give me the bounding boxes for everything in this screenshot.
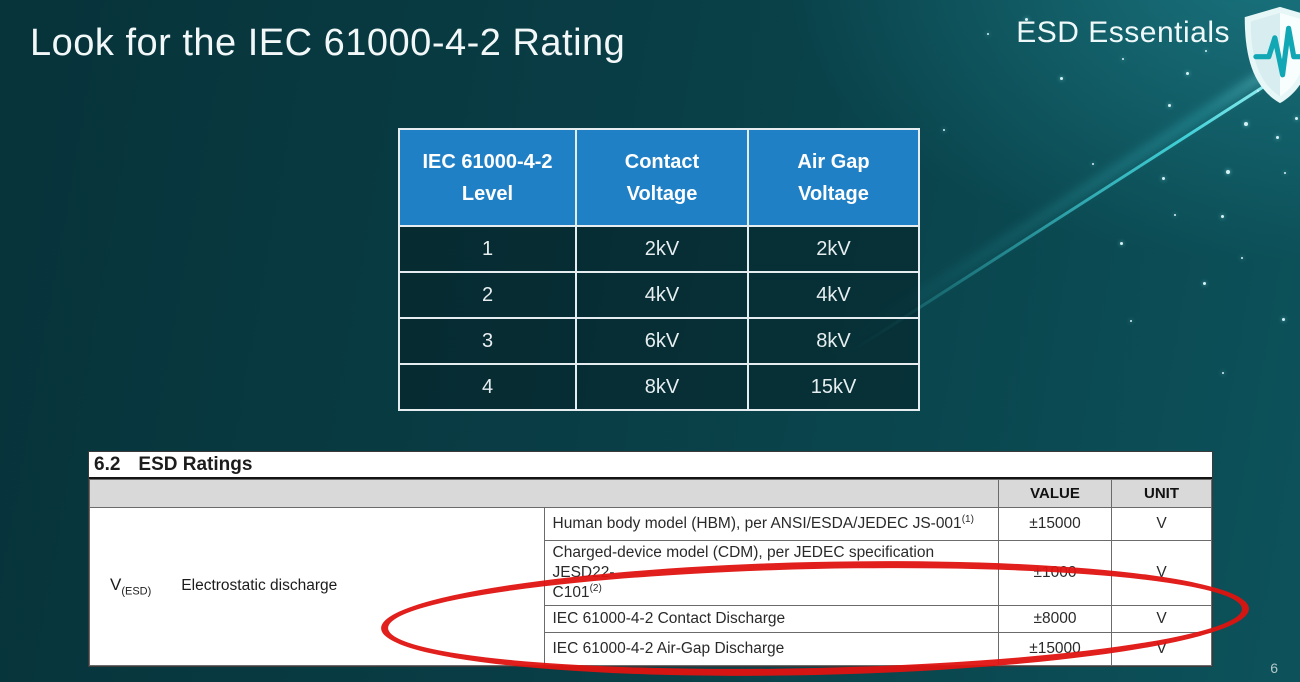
iec-level-table: IEC 61000-4-2 Level Contact Voltage Air … [398, 128, 920, 411]
iec-cell: 4kV [747, 271, 920, 319]
esd-desc-iec-contact: IEC 61000-4-2 Contact Discharge [543, 604, 999, 633]
esd-row-cdm: Charged-device model (CDM), per JEDEC sp… [90, 540, 1212, 606]
slide-title: Look for the IEC 61000-4-2 Rating [30, 22, 626, 64]
esd-header-value: VALUE [998, 479, 1112, 508]
iec-cell: 6kV [575, 317, 749, 365]
esd-unit-hbm: V [1111, 507, 1212, 541]
esd-row-iec-contact: IEC 61000-4-2 Contact Discharge ±8000 V [90, 604, 1212, 633]
datasheet-excerpt: 6.2 ESD Ratings VALUE UNIT V(ESD) Electro… [88, 451, 1213, 667]
esd-parameter-cell: V(ESD) Electrostatic discharge [89, 507, 545, 666]
esd-row-hbm: V(ESD) Electrostatic discharge Human body… [89, 507, 1212, 666]
esd-value-iec-airgap: ±15000 [998, 631, 1112, 666]
iec-cell: 3 [398, 317, 577, 365]
iec-cell: 8kV [575, 363, 749, 411]
param-symbol: V(ESD) [110, 575, 152, 598]
esd-value-iec-contact: ±8000 [998, 604, 1112, 633]
esd-unit-cdm: V [1111, 540, 1212, 606]
shield-pulse-icon [1237, 4, 1300, 111]
esd-desc-iec-airgap: IEC 61000-4-2 Air-Gap Discharge [543, 631, 999, 666]
iec-cell: 15kV [747, 363, 920, 411]
datasheet-section-heading: 6.2 ESD Ratings [89, 452, 1212, 479]
esd-table-header-row: VALUE UNIT [89, 479, 1212, 508]
esd-unit-iec-airgap: V [1111, 631, 1212, 666]
iec-table-row-3: 3 6kV 8kV [398, 317, 920, 365]
iec-table-row-1: 1 2kV 2kV [398, 225, 920, 273]
iec-cell: 4 [398, 363, 577, 411]
iec-cell: 2kV [747, 225, 920, 273]
esd-unit-iec-contact: V [1111, 604, 1212, 633]
iec-table-header-row: IEC 61000-4-2 Level Contact Voltage Air … [398, 128, 920, 227]
brand-text: ESD Essentials [1016, 16, 1230, 49]
iec-cell: 2kV [575, 225, 749, 273]
iec-header-contact: Contact Voltage [575, 128, 749, 227]
esd-header-blank [89, 479, 999, 508]
esd-value-hbm: ±15000 [998, 507, 1112, 541]
esd-row-iec-airgap: IEC 61000-4-2 Air-Gap Discharge ±15000 V [90, 631, 1212, 666]
section-number: 6.2 [94, 453, 121, 475]
page-number: 6 [1270, 660, 1278, 676]
iec-cell: 4kV [575, 271, 749, 319]
esd-value-cdm: ±1000 [998, 540, 1112, 606]
iec-table-row-4: 4 8kV 15kV [398, 363, 920, 411]
iec-header-airgap: Air Gap Voltage [747, 128, 920, 227]
param-name: Electrostatic discharge [181, 577, 338, 595]
iec-cell: 8kV [747, 317, 920, 365]
esd-ratings-table: VALUE UNIT V(ESD) Electrostatic discharge… [89, 479, 1212, 666]
esd-header-unit: UNIT [1111, 479, 1212, 508]
iec-cell: 1 [398, 225, 577, 273]
section-title: ESD Ratings [138, 453, 253, 475]
iec-table-row-2: 2 4kV 4kV [398, 271, 920, 319]
esd-desc-hbm: Human body model (HBM), per ANSI/ESDA/JE… [543, 507, 999, 541]
iec-header-level: IEC 61000-4-2 Level [398, 128, 577, 227]
esd-desc-cdm: Charged-device model (CDM), per JEDEC sp… [543, 540, 999, 606]
iec-cell: 2 [398, 271, 577, 319]
